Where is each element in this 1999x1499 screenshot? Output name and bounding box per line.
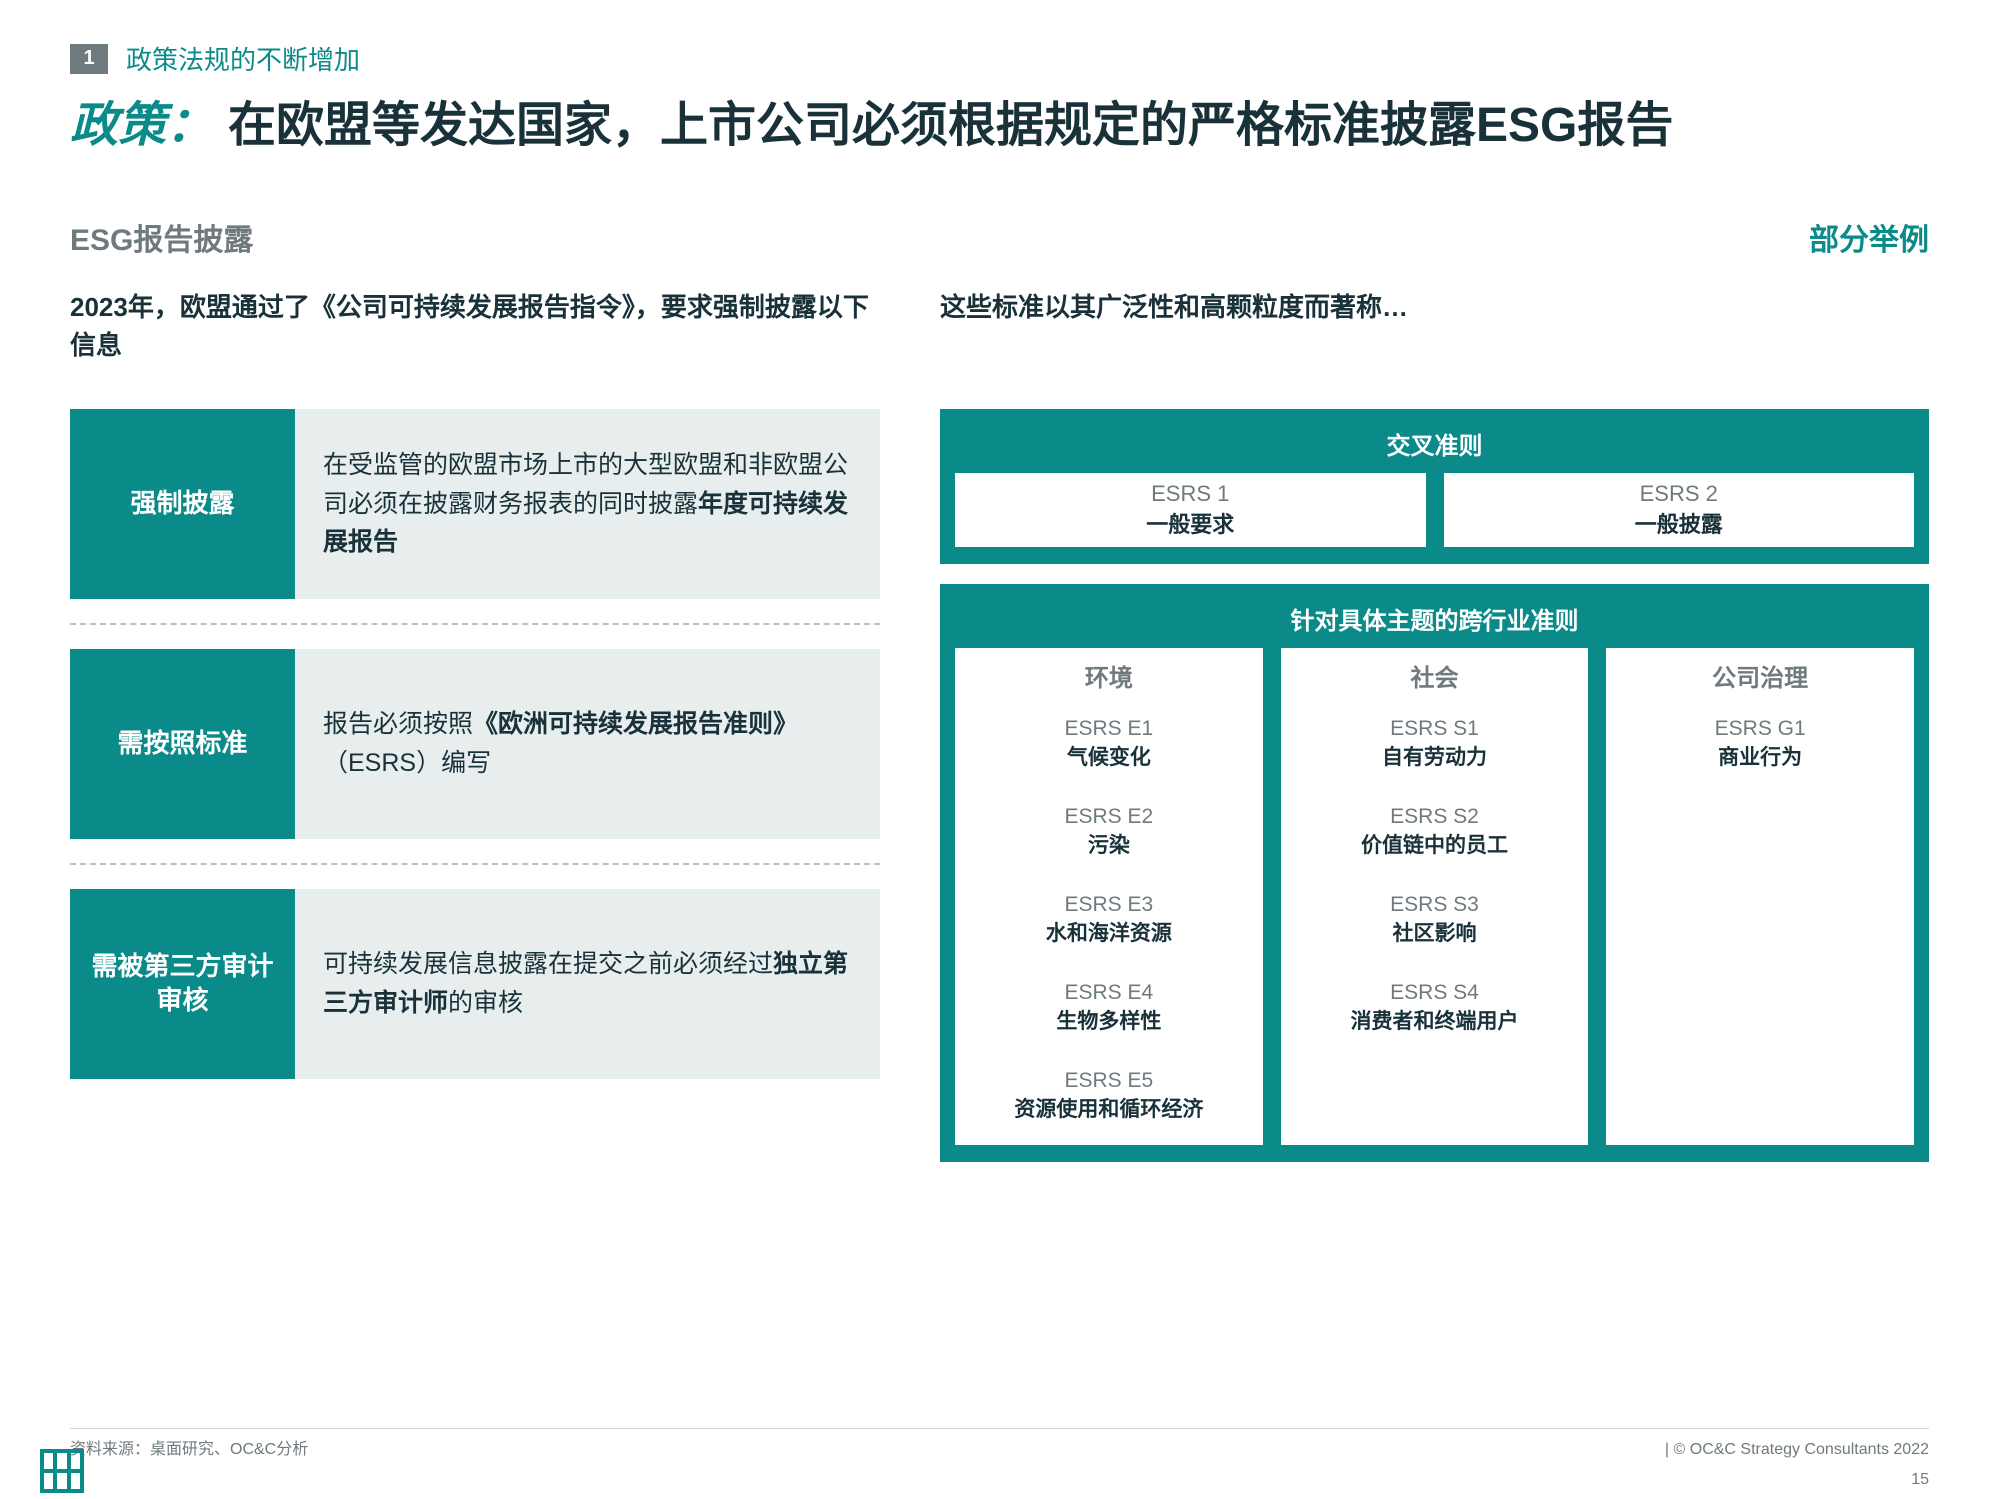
- row3-post: 的审核: [448, 989, 523, 1017]
- footer-copyright: | © OC&C Strategy Consultants 2022: [1665, 1441, 1929, 1459]
- cross-grid: ESRS 1 一般要求 ESRS 2 一般披露: [955, 473, 1914, 547]
- subhead-row: ESG报告披露 部分举例: [70, 215, 1929, 259]
- footer-source: 资料来源：桌面研究、OC&C分析: [70, 1435, 308, 1459]
- left-row-2-body: 报告必须按照《欧洲可持续发展报告准则》 （ESRS）编写: [295, 649, 880, 839]
- topic-item-2-0: ESRS G1商业行为: [1606, 705, 1914, 793]
- left-row-1-label: 强制披露: [70, 409, 295, 599]
- topic-col-2-head: 公司治理: [1606, 648, 1914, 705]
- left-row-1: 强制披露 在受监管的欧盟市场上市的大型欧盟和非欧盟公司必须在披露财务报表的同时披…: [70, 409, 880, 599]
- cross-card-2: ESRS 2 一般披露: [1444, 473, 1915, 547]
- topic-item-0-2-code: ESRS E3: [961, 893, 1257, 917]
- title-row: 政策： 在欧盟等发达国家，上市公司必须根据规定的严格标准披露ESG报告: [70, 85, 1929, 155]
- topic-item-0-4-name: 资源使用和循环经济: [961, 1093, 1257, 1123]
- subhead-right: 部分举例: [1809, 215, 1929, 259]
- topic-item-0-2-name: 水和海洋资源: [961, 917, 1257, 947]
- cross-card-2-name: 一般披露: [1450, 507, 1909, 539]
- cross-card-1-code: ESRS 1: [961, 481, 1420, 507]
- footer: 资料来源：桌面研究、OC&C分析 | © OC&C Strategy Consu…: [70, 1428, 1929, 1459]
- topic-panel-title: 针对具体主题的跨行业准则: [955, 597, 1914, 648]
- subhead-left: ESG报告披露: [70, 215, 253, 259]
- topic-item-1-0-name: 自有劳动力: [1287, 741, 1583, 771]
- cross-card-1: ESRS 1 一般要求: [955, 473, 1426, 547]
- topic-item-1-0-code: ESRS S1: [1287, 717, 1583, 741]
- row3-pre: 可持续发展信息披露在提交之前必须经过: [323, 950, 773, 978]
- page-number: 15: [1911, 1471, 1929, 1489]
- topic-item-2-0-name: 商业行为: [1612, 741, 1908, 771]
- row2-bold: 《欧洲可持续发展报告准则》: [473, 710, 798, 738]
- right-lead: 这些标准以其广泛性和高颗粒度而著称…: [940, 289, 1929, 369]
- right-column: 这些标准以其广泛性和高颗粒度而著称… 交叉准则 ESRS 1 一般要求 ESRS…: [940, 289, 1929, 1182]
- left-row-3-body: 可持续发展信息披露在提交之前必须经过独立第三方审计师的审核: [295, 889, 880, 1079]
- cross-panel-title: 交叉准则: [955, 422, 1914, 473]
- topic-item-1-1-code: ESRS S2: [1287, 805, 1583, 829]
- topic-item-1-2-code: ESRS S3: [1287, 893, 1583, 917]
- left-row-1-body: 在受监管的欧盟市场上市的大型欧盟和非欧盟公司必须在披露财务报表的同时披露年度可持…: [295, 409, 880, 599]
- kicker-row: 1 政策法规的不断增加: [70, 40, 1929, 77]
- separator-1: [70, 623, 880, 625]
- logo-icon: [40, 1449, 84, 1493]
- topic-item-0-0: ESRS E1气候变化: [955, 705, 1263, 793]
- row2-post: （ESRS）编写: [323, 749, 491, 777]
- slide: 1 政策法规的不断增加 政策： 在欧盟等发达国家，上市公司必须根据规定的严格标准…: [0, 0, 1999, 1499]
- topic-item-0-3: ESRS E4生物多样性: [955, 969, 1263, 1057]
- topic-item-1-3-name: 消费者和终端用户: [1287, 1005, 1583, 1035]
- title-main: 在欧盟等发达国家，上市公司必须根据规定的严格标准披露ESG报告: [228, 85, 1673, 155]
- topic-item-0-2: ESRS E3水和海洋资源: [955, 881, 1263, 969]
- title-prefix: 政策：: [70, 85, 214, 155]
- cross-panel: 交叉准则 ESRS 1 一般要求 ESRS 2 一般披露: [940, 409, 1929, 564]
- left-column: 2023年，欧盟通过了《公司可持续发展报告指令》，要求强制披露以下信息 强制披露…: [70, 289, 880, 1182]
- topic-col-1-head: 社会: [1281, 648, 1589, 705]
- topic-item-0-0-name: 气候变化: [961, 741, 1257, 771]
- cross-card-1-name: 一般要求: [961, 507, 1420, 539]
- left-row-3: 需被第三方审计审核 可持续发展信息披露在提交之前必须经过独立第三方审计师的审核: [70, 889, 880, 1079]
- left-row-2: 需按照标准 报告必须按照《欧洲可持续发展报告准则》 （ESRS）编写: [70, 649, 880, 839]
- topic-item-1-0: ESRS S1自有劳动力: [1281, 705, 1589, 793]
- topic-item-0-1-name: 污染: [961, 829, 1257, 859]
- row2-pre: 报告必须按照: [323, 710, 473, 738]
- left-lead: 2023年，欧盟通过了《公司可持续发展报告指令》，要求强制披露以下信息: [70, 289, 880, 369]
- topic-item-1-3-code: ESRS S4: [1287, 981, 1583, 1005]
- topic-item-0-0-code: ESRS E1: [961, 717, 1257, 741]
- topic-item-1-3: ESRS S4消费者和终端用户: [1281, 969, 1589, 1057]
- topic-item-0-1: ESRS E2污染: [955, 793, 1263, 881]
- left-row-2-label: 需按照标准: [70, 649, 295, 839]
- topic-item-0-3-code: ESRS E4: [961, 981, 1257, 1005]
- topic-col-2: 公司治理ESRS G1商业行为: [1606, 648, 1914, 1145]
- topic-item-2-0-code: ESRS G1: [1612, 717, 1908, 741]
- topic-col-0: 环境ESRS E1气候变化ESRS E2污染ESRS E3水和海洋资源ESRS …: [955, 648, 1263, 1145]
- kicker-text: 政策法规的不断增加: [126, 40, 360, 77]
- topic-item-0-4-code: ESRS E5: [961, 1069, 1257, 1093]
- topic-grid: 环境ESRS E1气候变化ESRS E2污染ESRS E3水和海洋资源ESRS …: [955, 648, 1914, 1145]
- columns: 2023年，欧盟通过了《公司可持续发展报告指令》，要求强制披露以下信息 强制披露…: [70, 289, 1929, 1182]
- topic-item-1-2: ESRS S3社区影响: [1281, 881, 1589, 969]
- topic-item-1-1-name: 价值链中的员工: [1287, 829, 1583, 859]
- topic-col-1: 社会ESRS S1自有劳动力ESRS S2价值链中的员工ESRS S3社区影响E…: [1281, 648, 1589, 1145]
- topic-item-0-1-code: ESRS E2: [961, 805, 1257, 829]
- topic-item-0-3-name: 生物多样性: [961, 1005, 1257, 1035]
- topic-item-0-4: ESRS E5资源使用和循环经济: [955, 1057, 1263, 1145]
- cross-card-2-code: ESRS 2: [1450, 481, 1909, 507]
- topic-item-1-2-name: 社区影响: [1287, 917, 1583, 947]
- topic-col-0-head: 环境: [955, 648, 1263, 705]
- topic-item-1-1: ESRS S2价值链中的员工: [1281, 793, 1589, 881]
- separator-2: [70, 863, 880, 865]
- left-row-3-label: 需被第三方审计审核: [70, 889, 295, 1079]
- topic-panel: 针对具体主题的跨行业准则 环境ESRS E1气候变化ESRS E2污染ESRS …: [940, 584, 1929, 1162]
- kicker-number: 1: [70, 44, 108, 74]
